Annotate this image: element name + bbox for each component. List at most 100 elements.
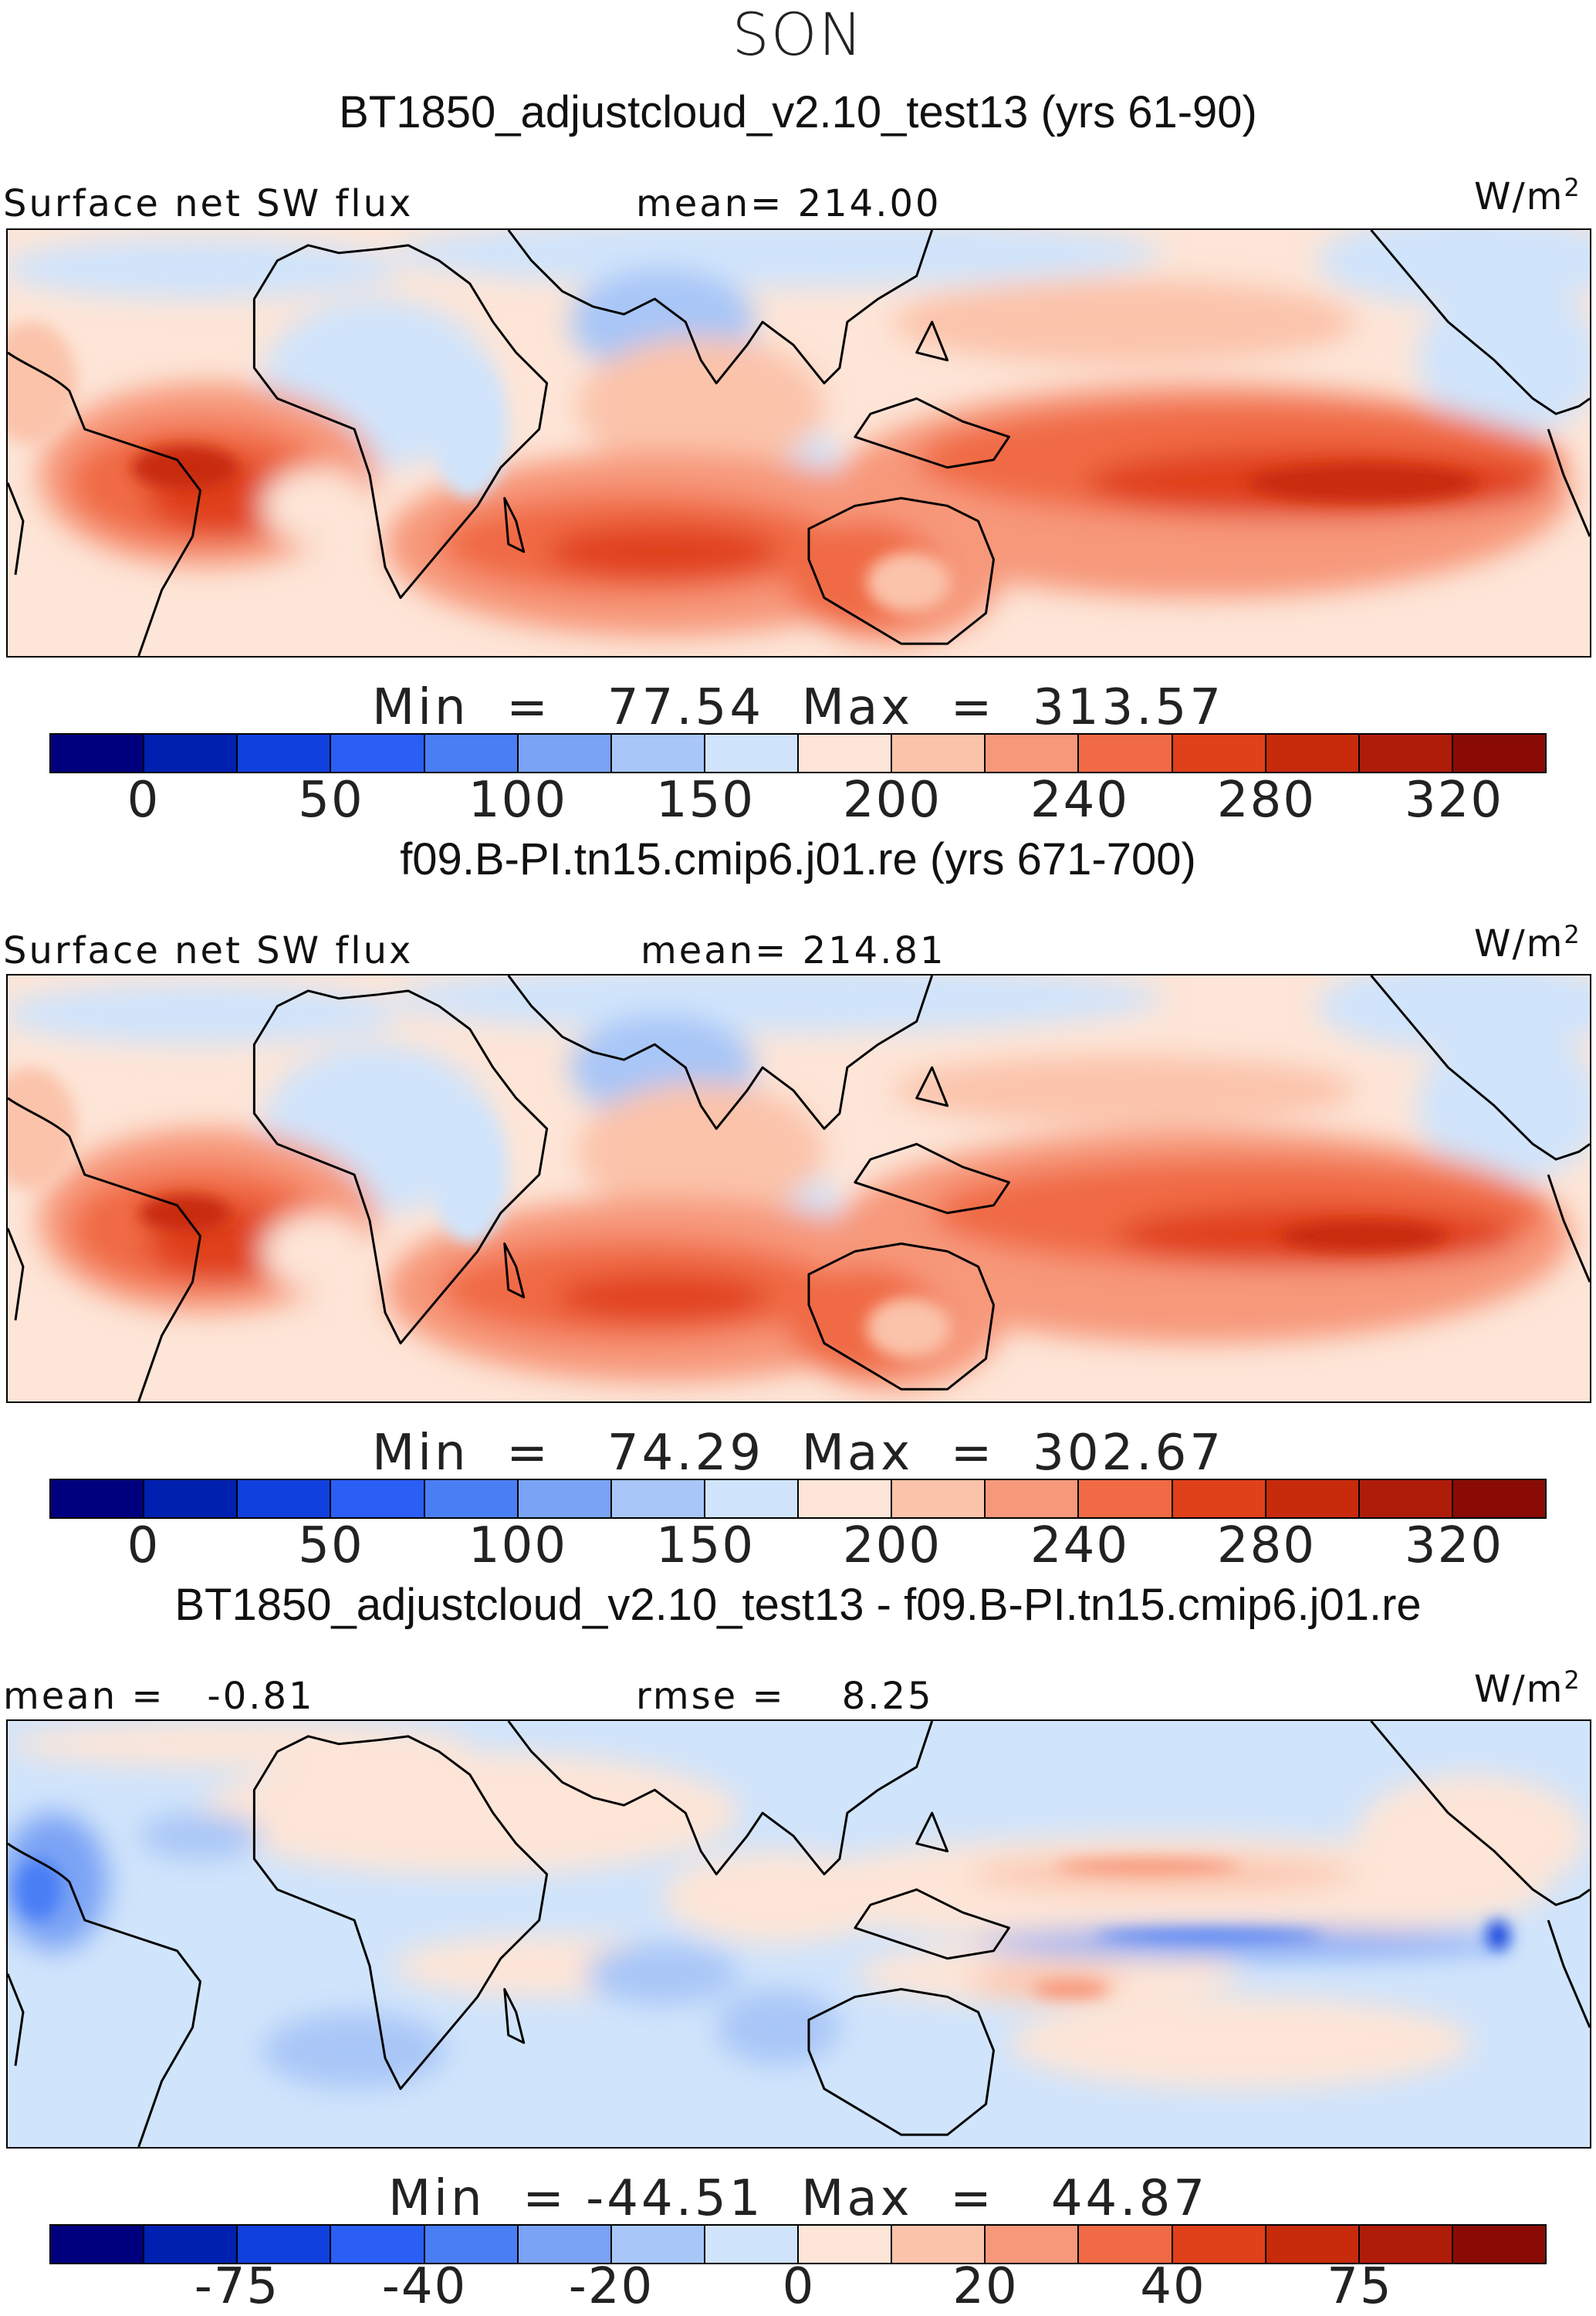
- panel-2-map: [6, 974, 1591, 1403]
- panel-2-mean-label: mean= 214.81: [641, 929, 946, 972]
- colorbar-segment: [51, 2226, 145, 2263]
- panel-3-min-value: -44.51: [586, 2170, 764, 2227]
- cbar-tick: 200: [842, 772, 942, 829]
- cbar-tick: 280: [1216, 1517, 1317, 1574]
- cbar-tick: 100: [468, 1517, 568, 1574]
- panel-2-minmax: Min = 74.29 Max = 302.67: [371, 1425, 1225, 1482]
- colorbar-segment: [705, 1480, 799, 1517]
- panel-2-unit: W/m2: [1474, 920, 1581, 965]
- colorbar-segment: [986, 1480, 1080, 1517]
- cbar-tick: 50: [298, 772, 364, 829]
- colorbar-segment: [238, 2226, 332, 2263]
- cbar-tick: -40: [381, 2258, 468, 2315]
- panel-3-mean-label: mean = -0.81: [3, 1675, 315, 1718]
- colorbar-segment: [424, 1480, 519, 1517]
- colorbar-segment: [1079, 735, 1173, 772]
- colorbar-segment: [518, 735, 612, 772]
- cbar-tick: -20: [568, 2258, 654, 2315]
- cbar-tick: 100: [468, 772, 568, 829]
- colorbar-segment: [331, 735, 425, 772]
- cbar-tick: 280: [1216, 772, 1317, 829]
- colorbar-segment: [1172, 1480, 1266, 1517]
- colorbar-segment: [144, 1480, 238, 1517]
- panel-2-field-label: Surface net SW flux: [3, 929, 414, 972]
- panel-1-colorbar: [49, 733, 1547, 773]
- colorbar-segment: [611, 2226, 705, 2263]
- panel-2-max-value: 302.67: [1033, 1425, 1225, 1482]
- colorbar-segment: [144, 2226, 238, 2263]
- colorbar-segment: [892, 1480, 986, 1517]
- colorbar-segment: [51, 1480, 145, 1517]
- colorbar-segment: [1266, 1480, 1360, 1517]
- cbar-tick: 150: [655, 1517, 756, 1574]
- colorbar-segment: [799, 2226, 893, 2263]
- panel-1-map: [6, 228, 1591, 658]
- colorbar-segment: [238, 1480, 332, 1517]
- colorbar-segment: [1452, 735, 1545, 772]
- panel-2-map-field: [8, 975, 1590, 1401]
- cbar-tick: 240: [1030, 772, 1130, 829]
- panel-1-unit: W/m2: [1474, 173, 1581, 218]
- cbar-tick: 240: [1030, 1517, 1130, 1574]
- colorbar-segment: [1266, 2226, 1360, 2263]
- colorbar-segment: [1172, 735, 1266, 772]
- colorbar-segment: [424, 735, 519, 772]
- panel-1-max-value: 313.57: [1033, 679, 1225, 736]
- cbar-tick: 0: [782, 2258, 816, 2315]
- panel-2-title: f09.B-PI.tn15.cmip6.j01.re (yrs 671-700): [400, 834, 1196, 884]
- cbar-tick: 200: [842, 1517, 942, 1574]
- panel-3-unit: W/m2: [1474, 1665, 1581, 1711]
- colorbar-segment: [986, 2226, 1080, 2263]
- colorbar-segment: [1359, 1480, 1453, 1517]
- panel-1-minmax: Min = 77.54 Max = 313.57: [371, 679, 1225, 736]
- colorbar-segment: [892, 735, 986, 772]
- cbar-tick: 0: [127, 1517, 161, 1574]
- panel-3-title: BT1850_adjustcloud_v2.10_test13 - f09.B-…: [174, 1580, 1422, 1630]
- cbar-tick: 40: [1140, 2258, 1206, 2315]
- panel-3-colorbar-ticks: -75 -40 -20 0 20 40 75: [0, 2258, 1596, 2316]
- colorbar-segment: [424, 2226, 519, 2263]
- colorbar-segment: [1079, 1480, 1173, 1517]
- panel-3-minmax: Min = -44.51 Max = 44.87: [387, 2170, 1209, 2227]
- colorbar-segment: [1452, 2226, 1545, 2263]
- colorbar-segment: [51, 735, 145, 772]
- season-title: SON: [732, 0, 864, 69]
- panel-2-min-value: 74.29: [607, 1425, 765, 1482]
- panel-3-map: [6, 1719, 1591, 2149]
- cbar-tick: 320: [1404, 1517, 1504, 1574]
- panel-1-mean-label: mean= 214.00: [636, 182, 942, 225]
- panel-1-field-label: Surface net SW flux: [3, 182, 414, 225]
- colorbar-segment: [1079, 2226, 1173, 2263]
- cbar-tick: 50: [298, 1517, 364, 1574]
- colorbar-segment: [799, 1480, 893, 1517]
- colorbar-segment: [1359, 2226, 1453, 2263]
- panel-3-max-value: 44.87: [1050, 2170, 1209, 2227]
- colorbar-segment: [238, 735, 332, 772]
- colorbar-segment: [518, 2226, 612, 2263]
- panel-3-colorbar: [49, 2224, 1547, 2264]
- colorbar-segment: [331, 2226, 425, 2263]
- cbar-tick: 20: [952, 2258, 1019, 2315]
- colorbar-segment: [986, 735, 1080, 772]
- panel-2-colorbar-ticks: 0 50 100 150 200 240 280 320: [0, 1517, 1596, 1579]
- panel-1-min-value: 77.54: [607, 679, 765, 736]
- colorbar-segment: [1359, 735, 1453, 772]
- colorbar-segment: [1452, 1480, 1545, 1517]
- cbar-tick: 0: [127, 772, 161, 829]
- cbar-tick: 150: [655, 772, 756, 829]
- colorbar-segment: [331, 1480, 425, 1517]
- colorbar-segment: [1266, 735, 1360, 772]
- cbar-tick: 320: [1404, 772, 1504, 829]
- panel-2-colorbar: [49, 1479, 1547, 1519]
- colorbar-segment: [799, 735, 893, 772]
- cbar-tick: -75: [194, 2258, 280, 2315]
- colorbar-segment: [611, 1480, 705, 1517]
- panel-1-map-field: [8, 230, 1590, 656]
- colorbar-segment: [144, 735, 238, 772]
- panel-1-colorbar-ticks: 0 50 100 150 200 240 280 320: [0, 772, 1596, 833]
- colorbar-segment: [705, 2226, 799, 2263]
- cbar-tick: 75: [1327, 2258, 1393, 2315]
- colorbar-segment: [611, 735, 705, 772]
- colorbar-segment: [892, 2226, 986, 2263]
- panel-3-map-field: [8, 1721, 1590, 2147]
